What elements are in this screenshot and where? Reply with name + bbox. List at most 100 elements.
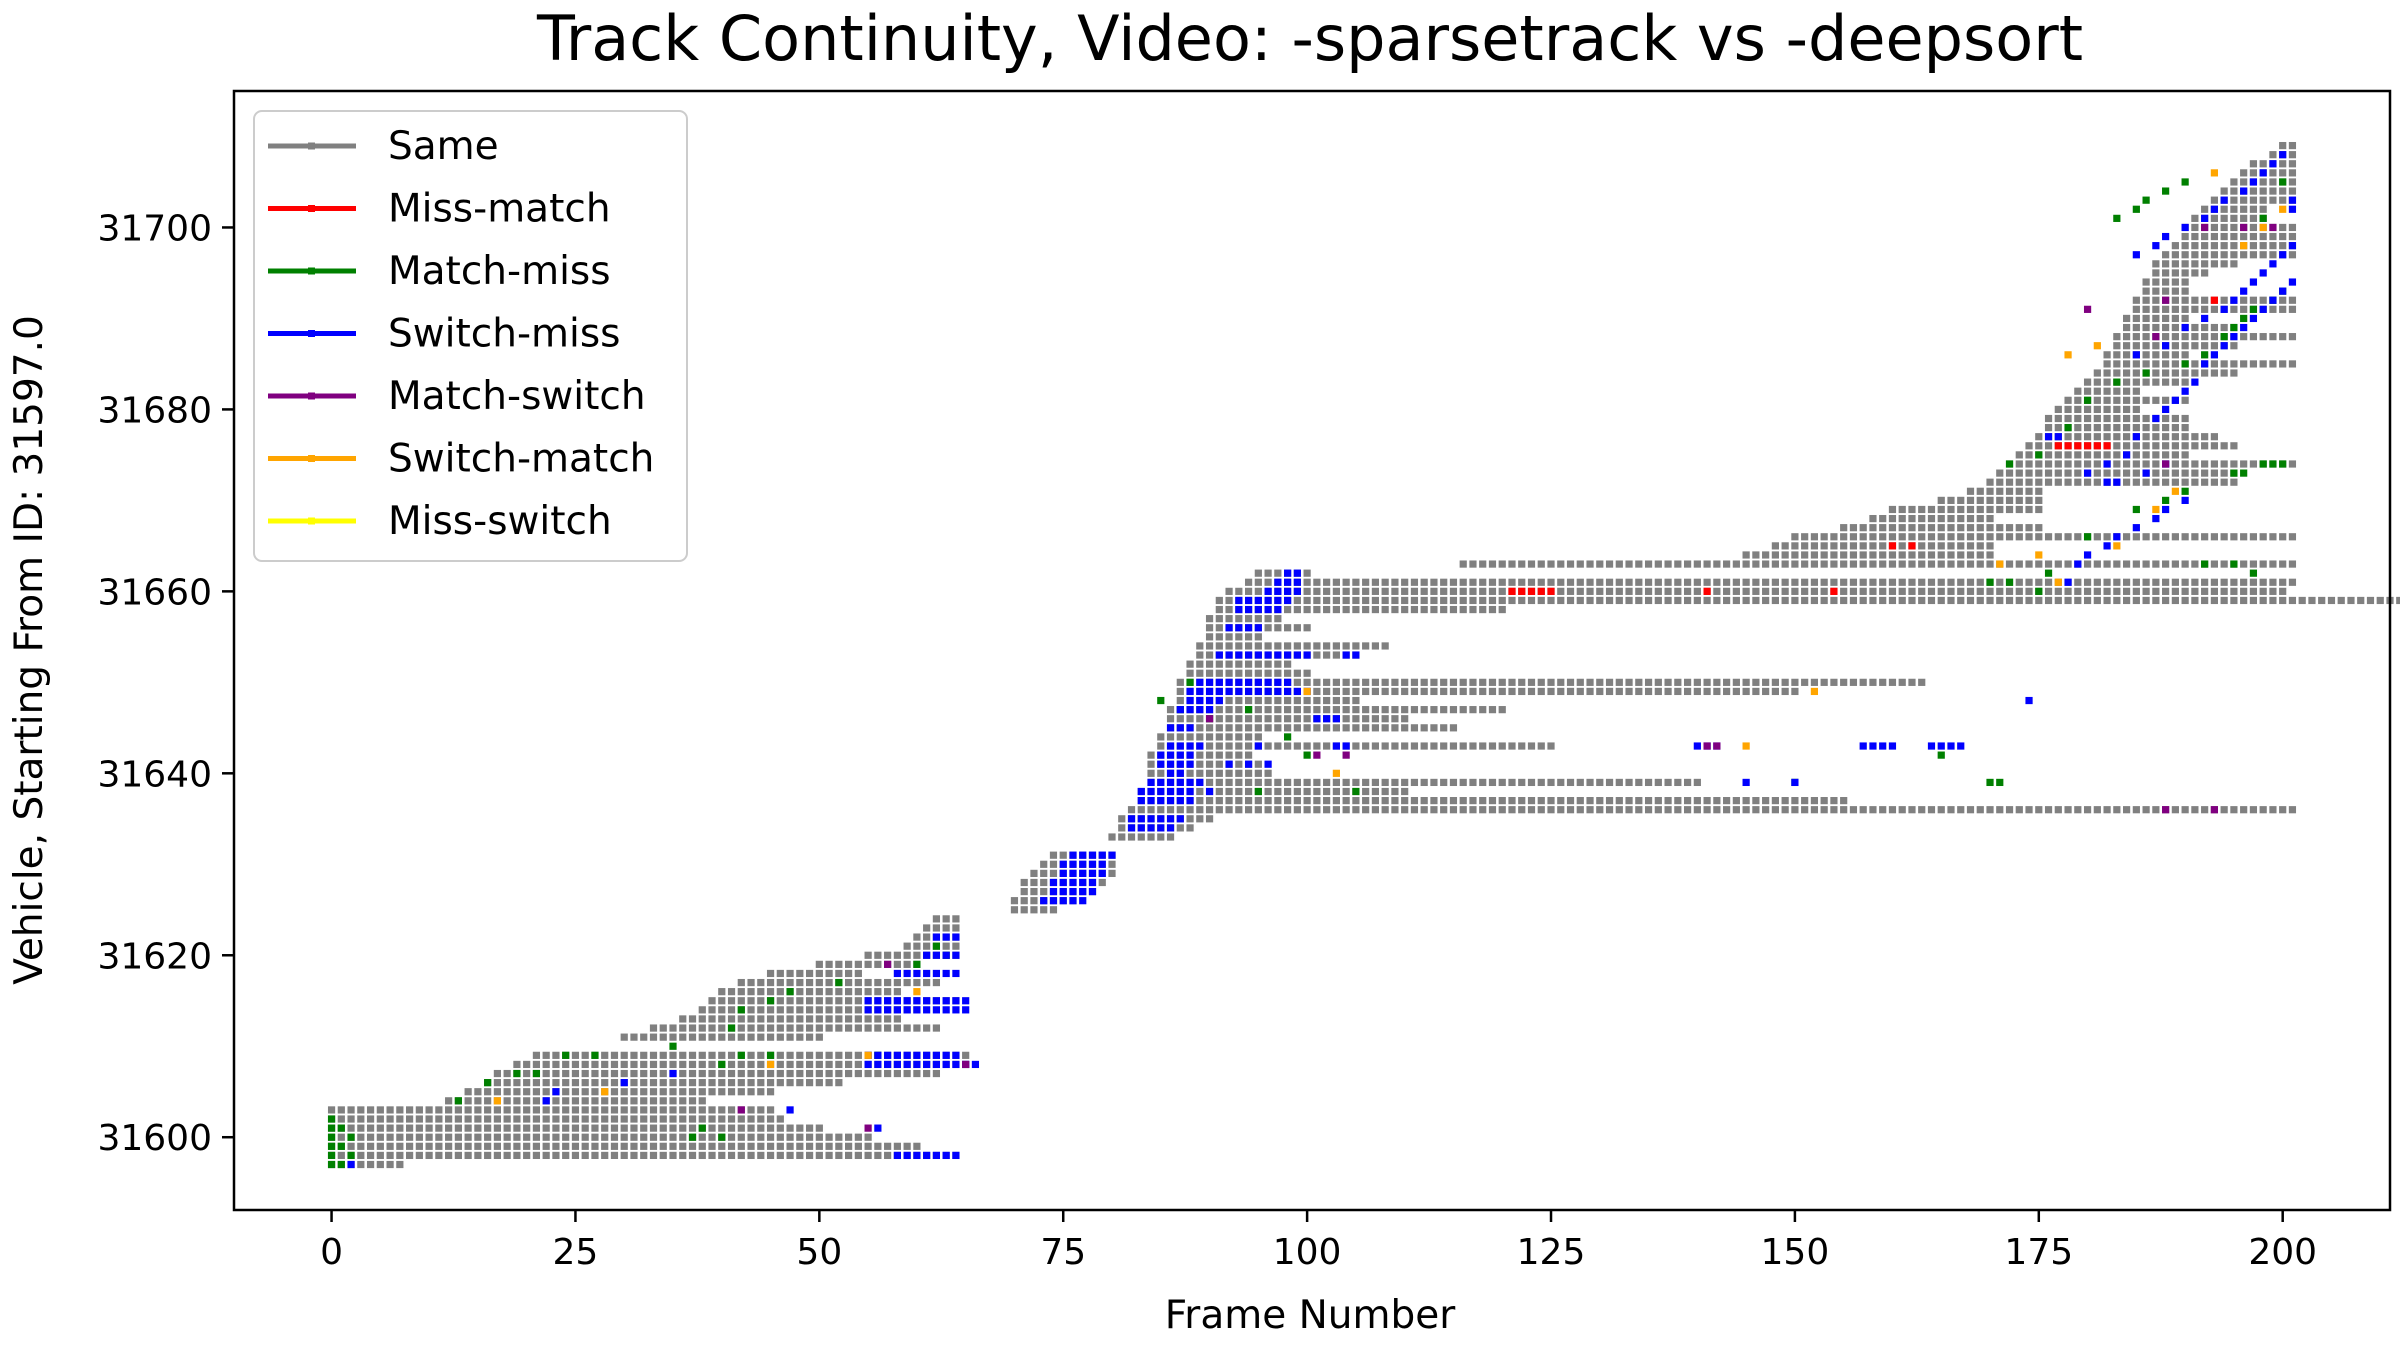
track-point <box>2201 433 2209 441</box>
track-point <box>884 1015 892 1023</box>
legend-label: Miss-match <box>388 187 611 232</box>
track-point <box>406 1151 414 1160</box>
track-point <box>1381 715 1389 723</box>
track-point <box>1293 778 1301 787</box>
track-point <box>1342 605 1350 614</box>
track-point <box>581 1060 589 1069</box>
track-point <box>2093 578 2101 586</box>
track-point <box>1976 505 1984 514</box>
track-point <box>1284 605 1292 614</box>
track-point <box>776 1051 784 1059</box>
track-point <box>1996 560 2004 568</box>
track-point <box>786 1079 794 1087</box>
track-point <box>1586 687 1594 696</box>
track-point <box>2044 414 2053 423</box>
track-point <box>1352 724 1360 732</box>
track-point <box>1576 678 1584 686</box>
track-point <box>1440 605 1448 614</box>
track-point <box>2181 478 2189 486</box>
track-point <box>2103 396 2111 404</box>
track-point <box>2220 242 2228 250</box>
track-point <box>620 1088 628 1096</box>
track-point <box>2025 451 2033 459</box>
track-point <box>1518 778 1526 787</box>
track-point <box>1713 742 1721 750</box>
track-point <box>2288 533 2297 541</box>
track-point <box>1323 696 1331 705</box>
track-point <box>1235 624 1243 632</box>
track-point <box>1469 560 1477 568</box>
track-point <box>1254 615 1262 623</box>
track-point <box>1137 797 1145 805</box>
track-point <box>2152 424 2160 432</box>
track-point <box>2240 232 2248 241</box>
track-point <box>688 1115 697 1123</box>
track-point <box>1166 715 1175 723</box>
track-point <box>366 1124 375 1132</box>
track-point <box>1537 778 1545 787</box>
track-point <box>1801 806 1809 814</box>
track-point <box>1352 687 1360 696</box>
track-point <box>2035 551 2043 559</box>
track-point <box>2152 460 2160 468</box>
track-point <box>2083 560 2092 568</box>
track-point <box>854 988 862 996</box>
y-tick-label: 31680 <box>97 390 212 431</box>
track-point <box>1215 605 1223 614</box>
track-point <box>1693 678 1701 686</box>
track-point <box>766 1069 775 1078</box>
track-point <box>2035 442 2043 450</box>
track-point <box>1010 897 1019 905</box>
y-tick-label: 31700 <box>97 208 212 249</box>
track-point <box>845 969 853 978</box>
track-point <box>679 1115 687 1123</box>
track-point <box>893 1006 901 1014</box>
track-point <box>757 1115 765 1123</box>
track-point <box>737 978 745 987</box>
track-point <box>2201 214 2209 222</box>
track-point <box>591 1051 599 1059</box>
track-point <box>571 1142 580 1150</box>
track-point <box>1732 596 1740 605</box>
track-point <box>1810 806 1819 814</box>
track-point <box>2230 533 2238 541</box>
track-point <box>1244 605 1253 614</box>
track-point <box>2191 442 2199 450</box>
track-point <box>786 1124 794 1132</box>
track-point <box>1323 778 1331 787</box>
track-point <box>757 1015 765 1023</box>
track-point <box>1157 733 1165 741</box>
track-point <box>2230 305 2238 313</box>
track-point <box>1186 778 1194 787</box>
track-point <box>2171 424 2179 432</box>
track-point <box>562 1124 570 1132</box>
track-point <box>1069 878 1077 887</box>
track-point <box>2201 314 2209 323</box>
track-point <box>815 1024 823 1032</box>
track-point <box>1205 742 1214 750</box>
track-point <box>1284 624 1292 632</box>
track-point <box>601 1088 609 1096</box>
track-point <box>2191 369 2199 377</box>
track-point <box>1362 797 1370 805</box>
track-point <box>1284 642 1292 650</box>
track-point <box>1986 778 1994 787</box>
track-point <box>2279 533 2287 541</box>
track-point <box>2074 451 2082 459</box>
track-point <box>415 1106 423 1114</box>
track-point <box>1888 578 1897 586</box>
track-point <box>1244 687 1253 696</box>
track-point <box>2005 469 2014 477</box>
track-point <box>874 988 882 996</box>
track-point <box>1303 587 1311 595</box>
track-point <box>1235 769 1243 777</box>
track-point <box>942 942 950 950</box>
track-point <box>1166 751 1175 759</box>
track-point <box>435 1151 443 1160</box>
track-point <box>2054 478 2062 486</box>
track-point <box>493 1079 502 1087</box>
track-point <box>1557 587 1565 595</box>
track-point <box>1293 806 1301 814</box>
track-point <box>1352 696 1360 705</box>
